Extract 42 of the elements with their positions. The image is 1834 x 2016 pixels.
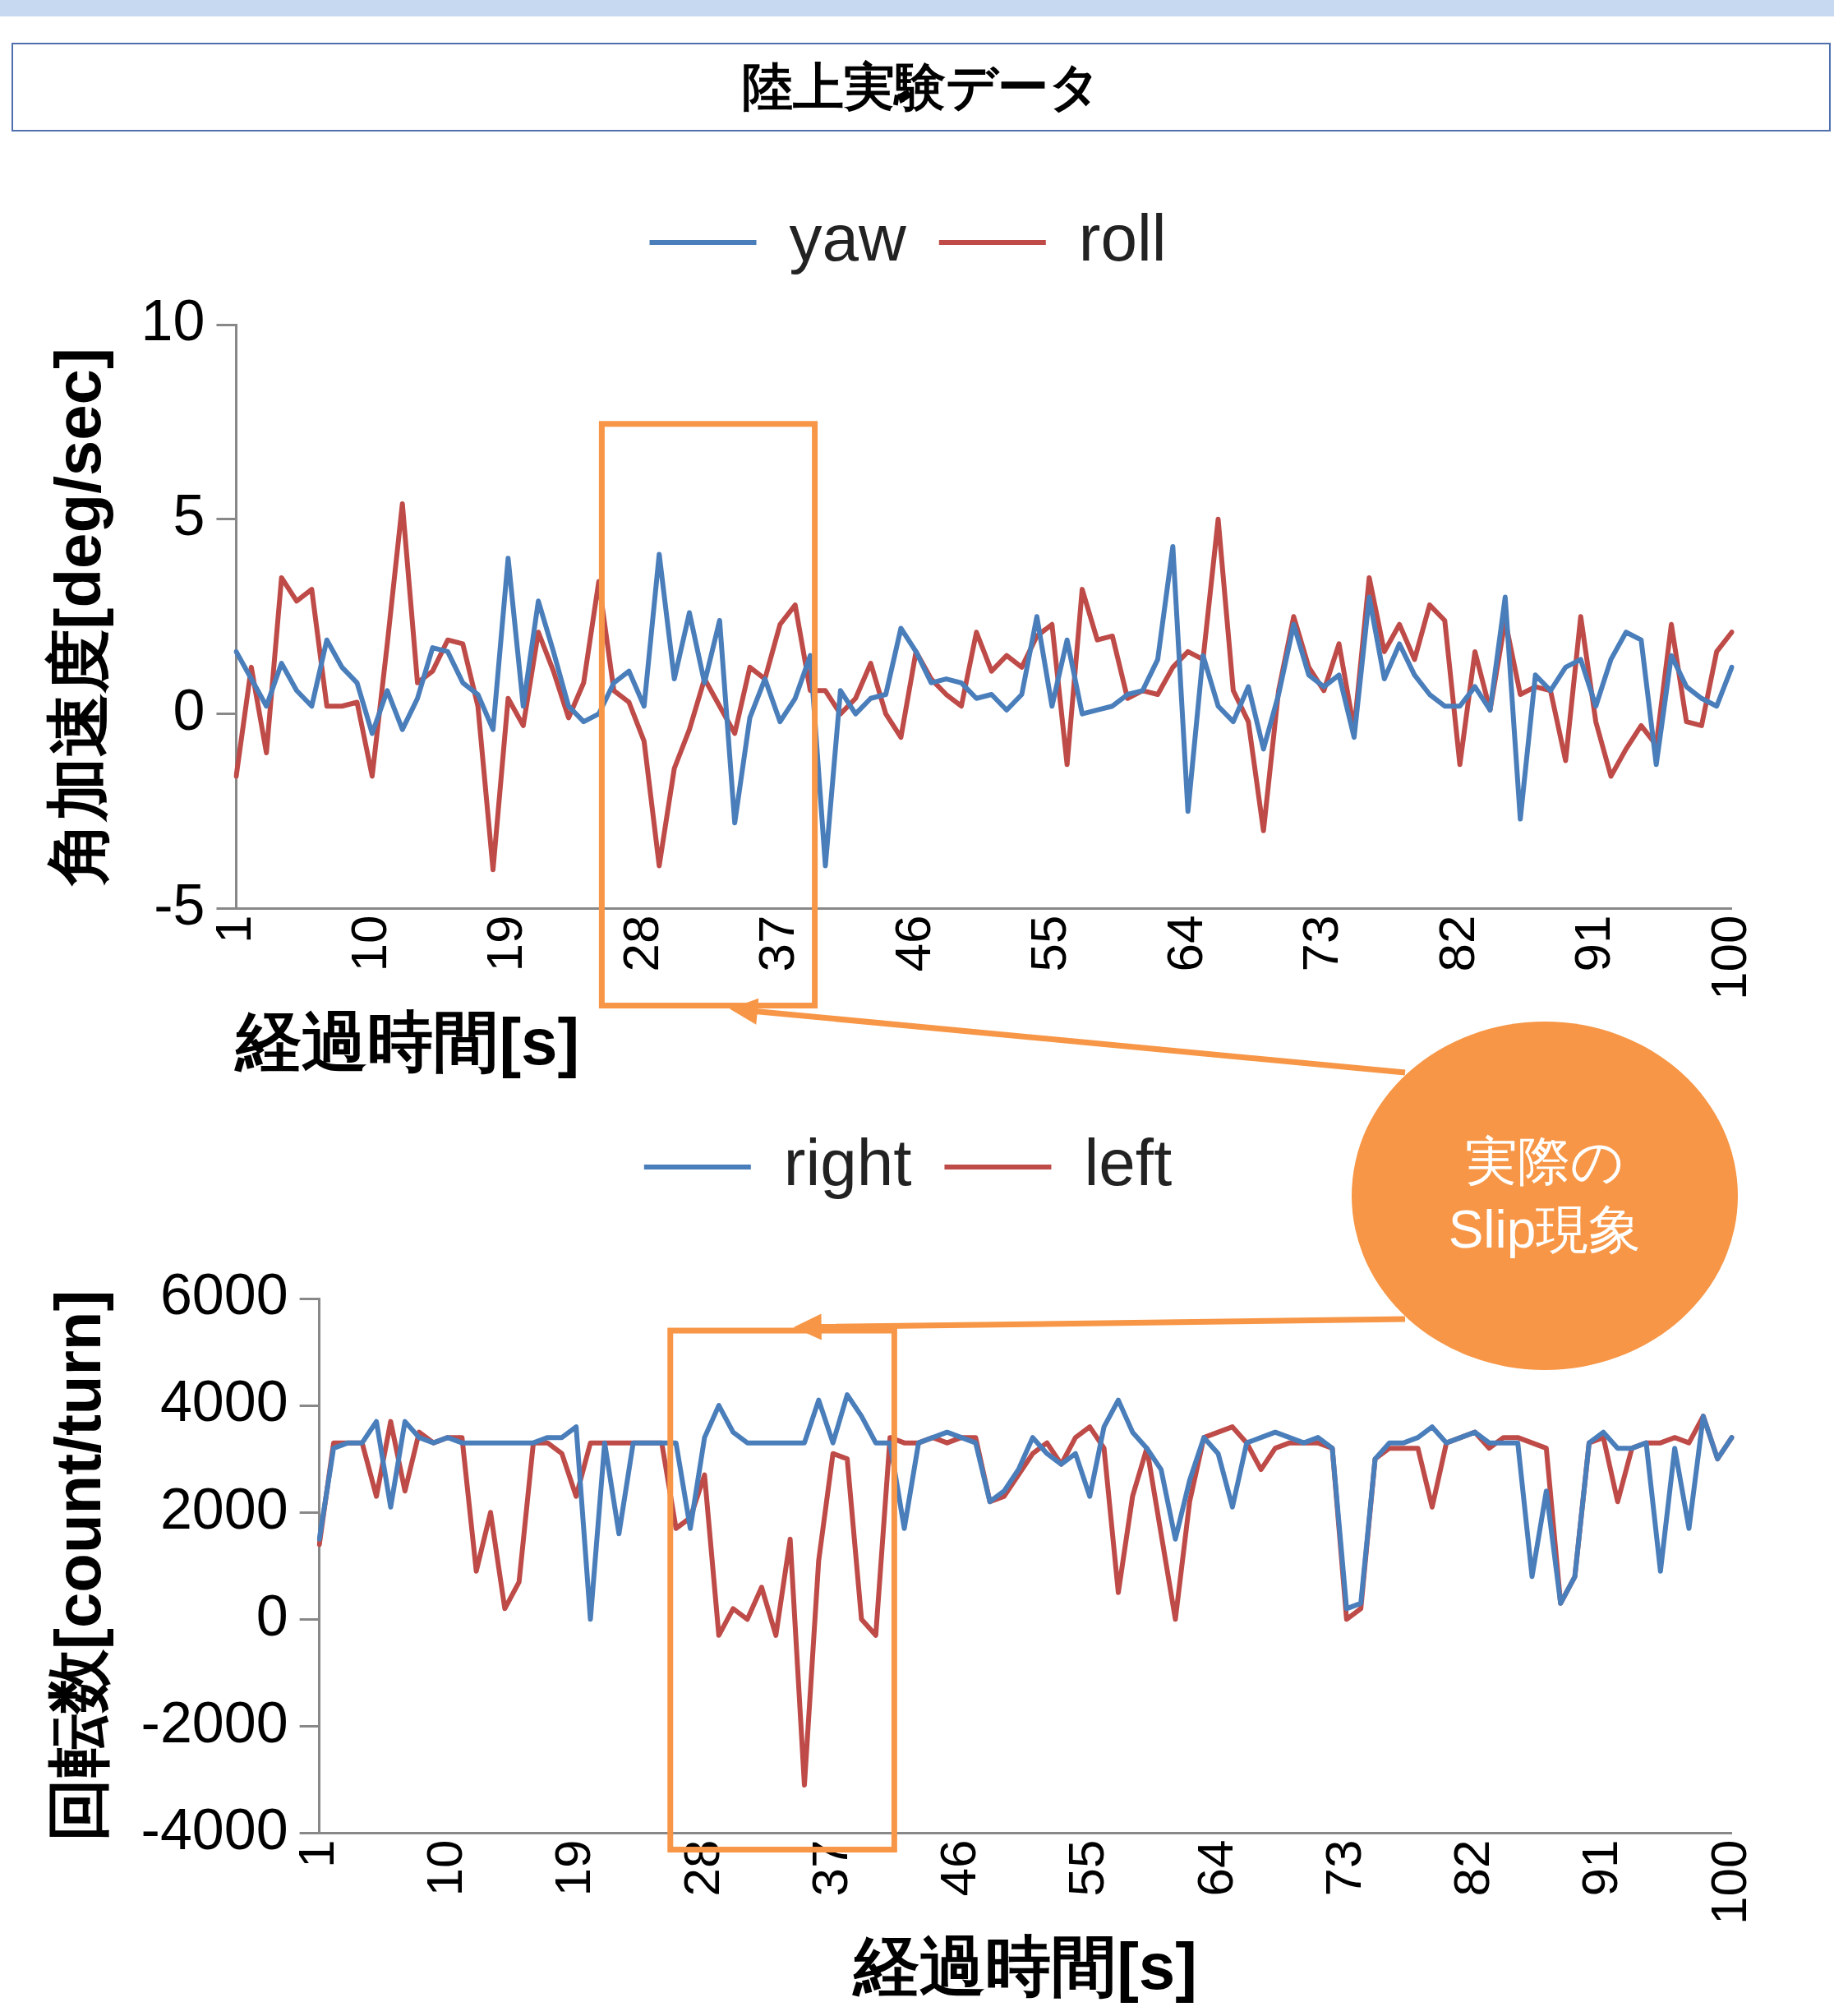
x-axis-title: 経過時間[s] xyxy=(852,1930,1198,2004)
x-tick-label: 91 xyxy=(1571,1839,1629,1897)
x-tick-label: 55 xyxy=(1058,1839,1115,1897)
x-tick-label: 37 xyxy=(748,915,805,972)
y-axis-title: 角加速度[deg/sec] xyxy=(42,348,115,888)
x-tick-label: 64 xyxy=(1186,1839,1243,1897)
x-tick-label: 10 xyxy=(416,1839,472,1897)
y-tick-label: 4000 xyxy=(159,1369,288,1434)
x-axis-title: 経過時間[s] xyxy=(234,1005,580,1079)
legend-label: yaw xyxy=(789,201,907,275)
legend-label: right xyxy=(783,1126,912,1200)
y-tick-label: 6000 xyxy=(159,1262,288,1327)
y-axis-title: 回転数[count/turn] xyxy=(42,1289,115,1843)
x-tick-label: 19 xyxy=(476,915,533,972)
x-tick-label: 28 xyxy=(611,915,669,972)
legend-label: left xyxy=(1084,1126,1173,1200)
legend-label: roll xyxy=(1078,201,1167,275)
text: 実際のSlip現象 xyxy=(1447,1130,1643,1261)
x-tick-label: 55 xyxy=(1020,915,1077,972)
x-tick-label: 19 xyxy=(544,1839,601,1897)
y-tick-label: -4000 xyxy=(141,1797,288,1861)
x-tick-label: 100 xyxy=(1699,915,1757,1001)
x-tick-label: 46 xyxy=(883,915,941,972)
x-tick-label: 64 xyxy=(1155,915,1213,972)
x-tick-label: 1 xyxy=(204,915,261,944)
x-tick-label: 82 xyxy=(1427,915,1485,972)
y-tick-label: 0 xyxy=(173,678,205,742)
x-tick-label: 1 xyxy=(287,1839,344,1869)
x-tick-label: 100 xyxy=(1699,1839,1757,1926)
x-tick-label: 82 xyxy=(1443,1839,1500,1897)
y-tick-label: 5 xyxy=(173,483,205,548)
x-tick-label: 10 xyxy=(340,915,398,972)
y-tick-label: -2000 xyxy=(141,1690,288,1755)
x-tick-label: 73 xyxy=(1292,915,1349,972)
y-tick-label: 10 xyxy=(141,288,205,353)
y-tick-label: -5 xyxy=(154,872,205,937)
x-tick-label: 46 xyxy=(929,1839,987,1897)
x-tick-label: 91 xyxy=(1564,915,1621,972)
y-tick-label: 0 xyxy=(256,1583,288,1648)
y-tick-label: 2000 xyxy=(159,1476,288,1541)
chart-title: 陸上実験データ xyxy=(12,43,1831,131)
x-tick-label: 73 xyxy=(1314,1839,1371,1897)
